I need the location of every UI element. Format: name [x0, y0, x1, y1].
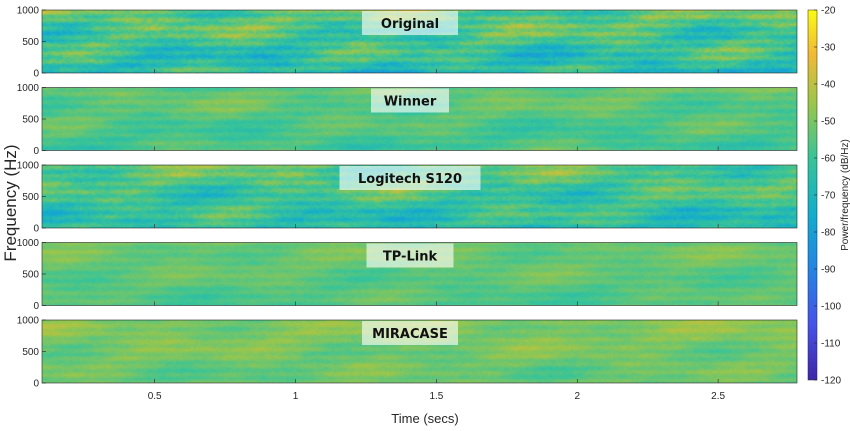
y-tick-label: 0	[33, 69, 39, 80]
x-tick-label: 2	[574, 391, 580, 402]
panel-title-box	[366, 243, 454, 268]
panel-title: MIRACASE	[372, 327, 448, 342]
colorbar-tick-label: -20	[821, 6, 836, 17]
y-axis-label: Frequency (Hz)	[1, 144, 20, 261]
y-tick-label: 1000	[17, 161, 40, 172]
y-tick-label: 500	[22, 192, 39, 203]
y-tick-label: 0	[33, 301, 39, 312]
y-tick-label: 0	[33, 379, 39, 390]
y-tick-label: 500	[22, 270, 39, 281]
y-tick-label: 500	[22, 115, 39, 126]
colorbar: -20 -30 -40 -50 -60 -70 -80 -90 -100 -110 -120	[807, 6, 841, 387]
colorbar-tick-label: -110	[821, 339, 841, 350]
panel-title: Logitech S120	[358, 172, 462, 187]
colorbar-tick-label: -50	[821, 117, 836, 128]
y-tick-label: 500	[22, 37, 39, 48]
x-tick-label: 0.5	[148, 391, 162, 402]
y-tick-label: 1000	[17, 316, 40, 327]
x-axis-label: Time (secs)	[391, 411, 458, 426]
x-tick-label: 1	[293, 391, 299, 402]
panel-winner: 0 500 1000 Winner	[17, 83, 798, 157]
y-tick-label: 0	[33, 224, 39, 235]
colorbar-tick-label: -90	[821, 265, 836, 276]
panel-title-box	[362, 11, 458, 35]
colorbar-tick-label: -30	[821, 43, 836, 54]
panel-title-box	[362, 321, 458, 345]
x-axis: 0.5 1 1.5 2 2.5	[148, 391, 726, 402]
colorbar-tick-label: -60	[821, 154, 836, 165]
panel-title-box	[339, 166, 481, 190]
y-tick-label: 1000	[17, 83, 40, 94]
x-tick-label: 1.5	[429, 391, 443, 402]
colorbar-tick-label: -70	[821, 191, 836, 202]
panel-logitech-s120: 0 500 1000 Logitech S120	[17, 161, 798, 235]
y-tick-label: 1000	[17, 6, 40, 17]
panel-original: 0 500 1000 Original	[17, 6, 798, 80]
y-tick-label: 1000	[17, 238, 40, 249]
colorbar-label: Power/frequency (dB/Hz)	[840, 139, 850, 251]
colorbar-tick-label: -100	[821, 302, 841, 313]
panel-miracase: 0 500 1000 MIRACASE	[17, 316, 798, 390]
x-tick-label: 2.5	[711, 391, 725, 402]
panel-title-box	[371, 88, 449, 113]
colorbar-tick-label: -40	[821, 80, 836, 91]
panel-title: Original	[381, 17, 439, 32]
panel-tp-link: 0 500 1000 TP-Link	[17, 238, 798, 312]
y-tick-label: 0	[33, 146, 39, 157]
panel-title: Winner	[384, 95, 437, 110]
colorbar-tick-label: -80	[821, 228, 836, 239]
y-tick-label: 500	[22, 347, 39, 358]
colorbar-tick-label: -120	[821, 376, 841, 387]
panels-group: 0 500 1000 Original 0 500 1000 Winner 0 500 1000 Lo…	[17, 6, 798, 390]
panel-title: TP-Link	[383, 250, 438, 265]
